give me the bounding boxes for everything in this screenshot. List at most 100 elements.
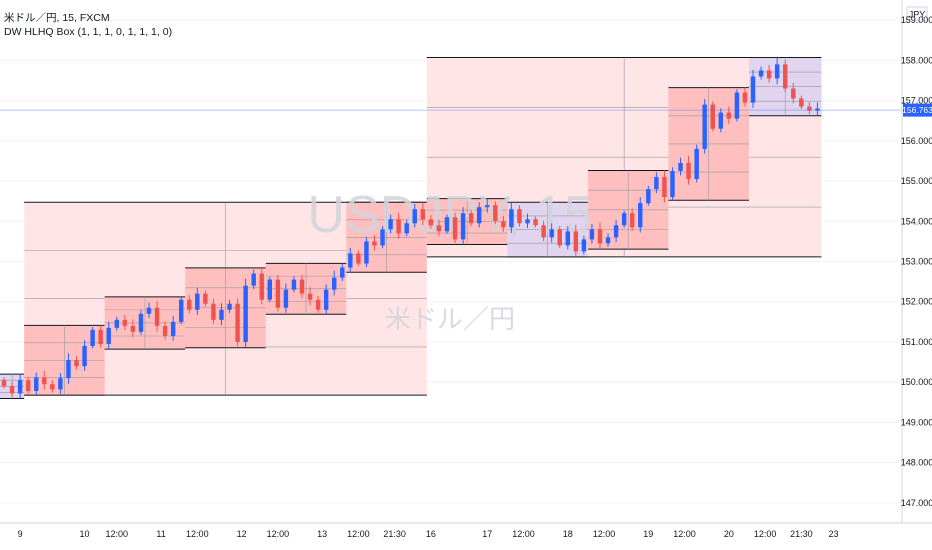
candle-body — [468, 213, 474, 224]
candle-body — [662, 177, 667, 198]
price-tick-label: 158.000 — [901, 55, 932, 65]
price-tick-label: 156.000 — [901, 136, 932, 146]
candle-body — [396, 219, 401, 234]
candle-body — [380, 229, 385, 246]
last-price-value: 156.763 — [902, 105, 932, 115]
candle-body — [452, 217, 458, 240]
candle-body — [573, 231, 579, 252]
candle-body — [74, 360, 79, 367]
price-axis[interactable]: JPY 159.000 158.000 157.000 156.000 155.000 1… — [901, 0, 932, 523]
candle-body — [332, 277, 337, 290]
candle-body — [686, 162, 691, 180]
last-price-label: 156.763 — [902, 103, 932, 117]
candle-body — [654, 177, 659, 190]
time-tick-label: 19 — [643, 529, 653, 539]
candle-body — [154, 307, 160, 326]
candle-body — [557, 229, 562, 246]
candle-body — [291, 279, 297, 290]
candle-body — [178, 299, 184, 322]
price-tick-label: 150.000 — [901, 377, 932, 387]
time-tick-label: 20 — [724, 529, 734, 539]
candle-body — [138, 313, 144, 332]
candle-body — [9, 386, 15, 394]
time-tick-label: 12:00 — [267, 529, 290, 539]
candle-body — [283, 289, 289, 308]
candle-body — [420, 209, 426, 220]
price-tick-label: 154.000 — [901, 216, 932, 226]
price-tick-label: 147.000 — [901, 498, 932, 508]
candle-body — [106, 327, 111, 344]
candle-body — [638, 203, 643, 228]
candle-body — [485, 205, 490, 208]
price-tick-label: 149.000 — [901, 417, 932, 427]
candle-body — [50, 384, 55, 390]
candle-body — [82, 345, 87, 367]
time-tick-label: 12:00 — [347, 529, 370, 539]
price-tick-label: 151.000 — [901, 337, 932, 347]
candle-body — [404, 223, 409, 234]
candle-body — [734, 92, 740, 119]
candle-body — [364, 241, 369, 264]
candle-body — [670, 170, 675, 198]
candle-body — [259, 273, 264, 300]
candle-body — [549, 229, 554, 238]
time-axis-background — [0, 523, 932, 550]
price-tick-label: 155.000 — [901, 176, 932, 186]
candle-body — [436, 225, 442, 232]
candle-body — [267, 279, 273, 300]
candle-body — [323, 289, 329, 310]
candle-body — [565, 231, 570, 246]
candle-body — [581, 239, 587, 252]
candle-body — [372, 241, 377, 246]
candle-body — [307, 293, 313, 300]
symbol-legend[interactable]: 米ドル／円, 15, FXCM — [4, 12, 110, 24]
time-tick-label: 18 — [563, 529, 573, 539]
candle-body — [525, 219, 530, 224]
last-price-badge — [903, 103, 932, 117]
time-tick-label: 9 — [18, 529, 23, 539]
candle-body — [783, 64, 788, 89]
candle-body — [162, 325, 168, 336]
candle-body — [315, 299, 321, 310]
candle-body — [702, 104, 707, 149]
time-tick-label: 17 — [482, 529, 492, 539]
time-tick-label: 12:00 — [593, 529, 616, 539]
candle-body — [428, 219, 434, 226]
time-axis[interactable]: 9 10 12:00 11 12:00 12 12:00 13 12:00 21:30 16 17 12… — [0, 522, 932, 550]
candle-body — [227, 303, 232, 310]
candle-body — [130, 325, 136, 332]
time-tick-label: 12:00 — [754, 529, 777, 539]
candle-body — [122, 319, 128, 326]
price-tick-label: 152.000 — [901, 297, 932, 307]
candle-body — [629, 213, 635, 228]
candle-body — [356, 253, 361, 264]
candle-body — [613, 225, 619, 238]
candle-body — [412, 209, 417, 224]
price-tick-label: 157.000 — [901, 96, 932, 106]
candle-body — [646, 189, 651, 204]
candle-body — [187, 299, 192, 310]
price-axis-background — [902, 0, 932, 523]
currency-badge — [906, 6, 928, 22]
candle-body — [501, 221, 506, 228]
candle-body — [25, 380, 31, 392]
time-tick-label: 16 — [426, 529, 436, 539]
time-tick-label: 12:00 — [512, 529, 535, 539]
candlestick-series — [1, 57, 820, 399]
candle-body — [17, 380, 23, 394]
candle-body — [815, 108, 820, 111]
candle-body — [42, 377, 47, 385]
candle-body — [678, 162, 683, 171]
candle-body — [34, 377, 39, 392]
indicator-legend[interactable]: DW HLHQ Box (1, 1, 1, 0, 1, 1, 1, 0) — [4, 26, 173, 38]
candle-body — [476, 207, 482, 224]
candle-body — [348, 253, 353, 268]
candle-body — [66, 360, 71, 379]
candle-body — [726, 112, 732, 119]
candle-body — [1, 380, 7, 387]
candle-body — [718, 112, 724, 129]
candle-body — [251, 273, 256, 286]
candle-body — [299, 279, 305, 294]
candle-body — [799, 98, 804, 107]
